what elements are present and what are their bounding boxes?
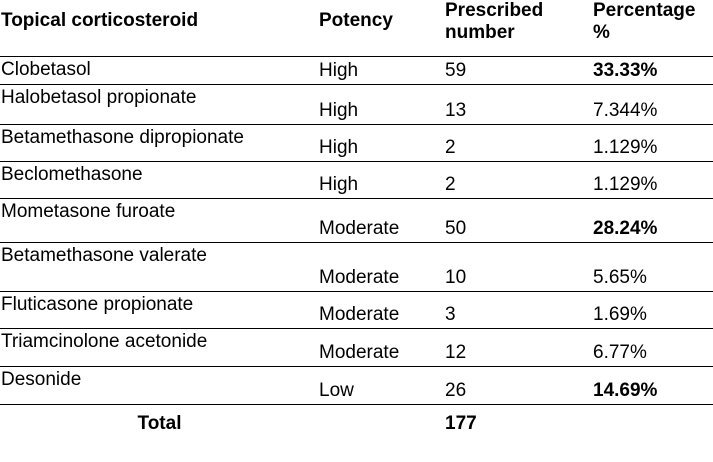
potency-cell: Moderate (318, 198, 444, 243)
total-potency-cell (318, 405, 444, 443)
number-cell: 26 (444, 366, 592, 405)
total-row: Total 177 (0, 405, 713, 443)
number-cell: 50 (444, 198, 592, 243)
number-cell: 59 (444, 56, 592, 85)
header-prescribed-line2: number (445, 22, 515, 43)
potency-cell: High (318, 161, 444, 199)
percentage-cell: 5.65% (592, 242, 713, 292)
header-drug: Topical corticosteroid (0, 0, 318, 57)
number-cell: 3 (444, 291, 592, 329)
potency-cell: Low (318, 366, 444, 405)
total-percentage-cell (592, 405, 713, 443)
drug-cell: Desonide (0, 366, 318, 405)
drug-cell: Fluticasone propionate (0, 291, 318, 329)
percentage-cell: 1.69% (592, 291, 713, 329)
potency-cell: Moderate (318, 328, 444, 367)
percentage-cell: 33.33% (592, 56, 713, 85)
number-cell: 2 (444, 161, 592, 199)
table-row: Beclomethasone High 2 1.129% (0, 161, 713, 199)
percentage-cell: 14.69% (592, 366, 713, 405)
table-row: Fluticasone propionate Moderate 3 1.69% (0, 291, 713, 329)
header-potency: Potency (318, 0, 444, 57)
table-row: Triamcinolone acetonide Moderate 12 6.77… (0, 328, 713, 367)
table-row: Clobetasol High 59 33.33% (0, 56, 713, 85)
header-percentage-line1: Percentage (593, 0, 696, 21)
drug-cell: Beclomethasone (0, 161, 318, 199)
percentage-cell: 1.129% (592, 161, 713, 199)
table-row: Halobetasol propionate High 13 7.344% (0, 84, 713, 125)
drug-cell: Halobetasol propionate (0, 84, 318, 125)
potency-cell: High (318, 124, 444, 162)
percentage-cell: 1.129% (592, 124, 713, 162)
total-label: Total (137, 412, 182, 434)
header-prescribed: Prescribed number (444, 0, 592, 57)
potency-cell: High (318, 84, 444, 125)
potency-cell: Moderate (318, 242, 444, 292)
table-row: Mometasone furoate Moderate 50 28.24% (0, 198, 713, 243)
drug-cell: Mometasone furoate (0, 198, 318, 243)
table-row: Betamethasone dipropionate High 2 1.129% (0, 124, 713, 162)
number-cell: 2 (444, 124, 592, 162)
corticosteroid-table: Topical corticosteroid Potency Prescribe… (0, 0, 713, 443)
percentage-cell: 28.24% (592, 198, 713, 243)
header-percentage-line2: % (593, 22, 610, 43)
drug-cell: Betamethasone valerate (0, 242, 318, 292)
percentage-cell: 6.77% (592, 328, 713, 367)
table-header-row: Topical corticosteroid Potency Prescribe… (0, 0, 713, 57)
table-row: Betamethasone valerate Moderate 10 5.65% (0, 242, 713, 292)
header-percentage: Percentage % (592, 0, 713, 57)
percentage-cell: 7.344% (592, 84, 713, 125)
potency-cell: High (318, 56, 444, 85)
table-row: Desonide Low 26 14.69% (0, 366, 713, 405)
drug-cell: Clobetasol (0, 56, 318, 85)
drug-cell: Triamcinolone acetonide (0, 328, 318, 367)
number-cell: 10 (444, 242, 592, 292)
header-prescribed-line1: Prescribed (445, 0, 544, 21)
number-cell: 12 (444, 328, 592, 367)
number-cell: 13 (444, 84, 592, 125)
total-number: 177 (445, 412, 477, 434)
drug-cell: Betamethasone dipropionate (0, 124, 318, 162)
potency-cell: Moderate (318, 291, 444, 329)
